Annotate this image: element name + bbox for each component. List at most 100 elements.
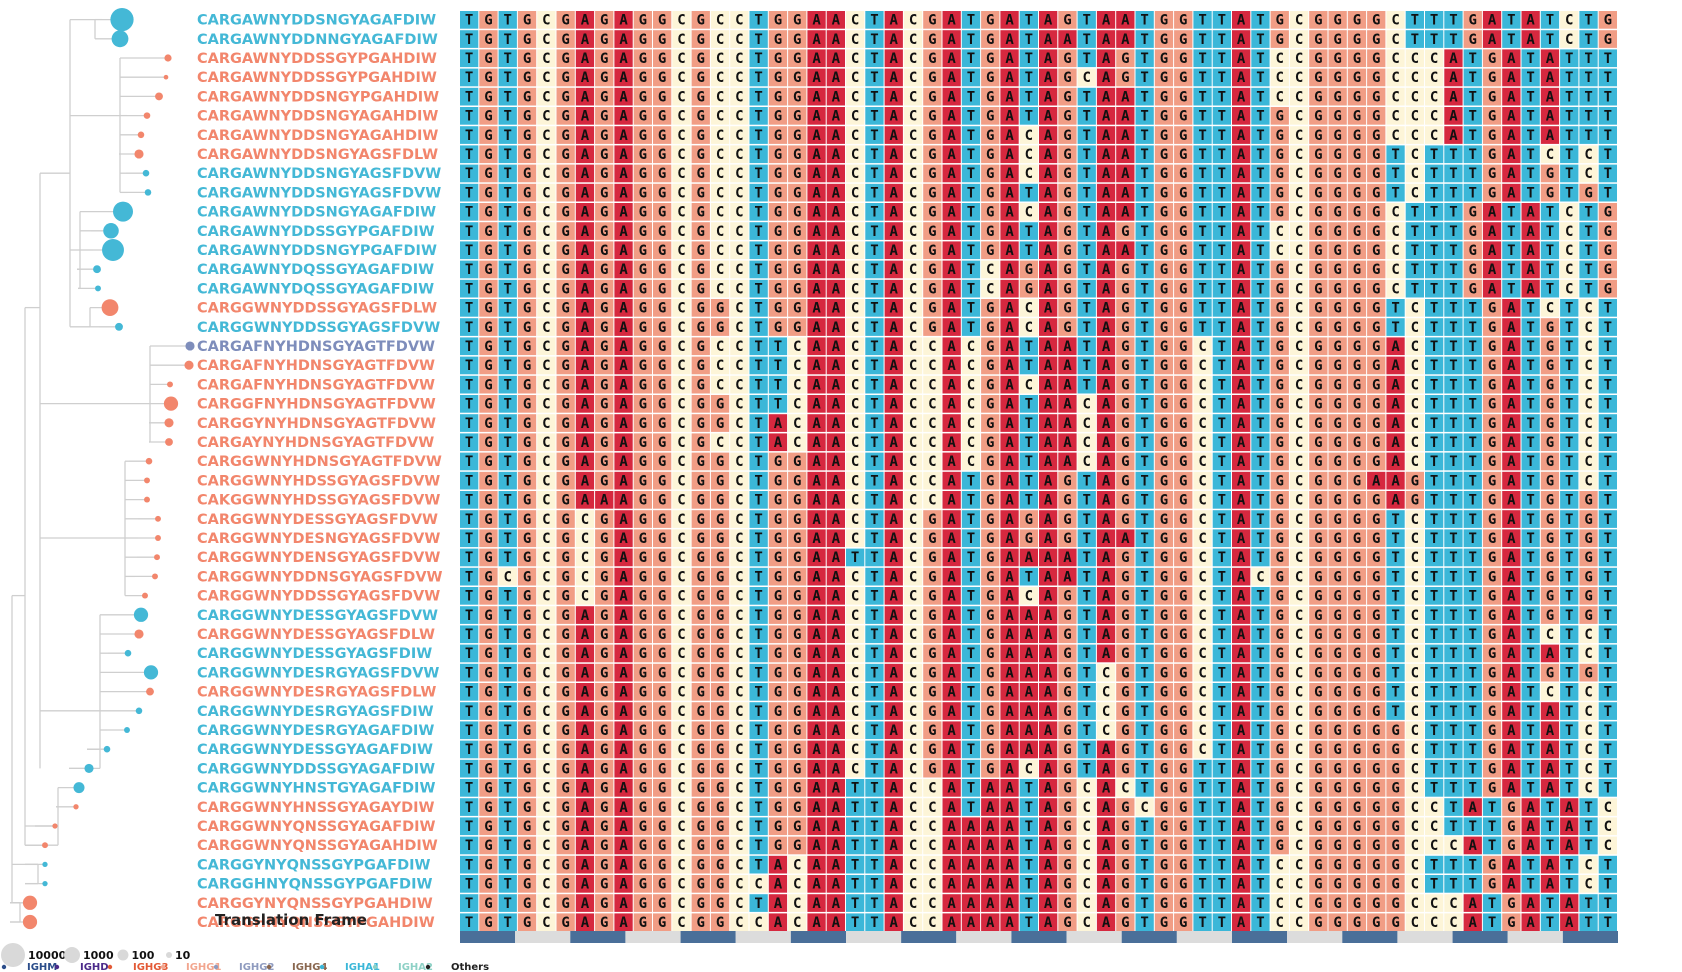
nucleotide-letter: G bbox=[1353, 262, 1361, 278]
nucleotide-letter: G bbox=[986, 147, 994, 163]
nucleotide-letter: G bbox=[1488, 377, 1496, 393]
nucleotide-letter: G bbox=[658, 761, 666, 777]
nucleotide-letter: G bbox=[1314, 377, 1322, 393]
nucleotide-letter: G bbox=[1372, 224, 1380, 240]
nucleotide-letter: C bbox=[1584, 435, 1592, 451]
nucleotide-letter: G bbox=[697, 358, 705, 374]
nucleotide-letter: C bbox=[1295, 416, 1303, 432]
nucleotide-letter: A bbox=[1044, 550, 1053, 566]
nucleotide-letter: T bbox=[754, 761, 762, 777]
nucleotide-letter: T bbox=[465, 51, 473, 67]
nucleotide-letter: C bbox=[1584, 147, 1592, 163]
nucleotide-letter: G bbox=[1160, 89, 1168, 105]
nucleotide-letter: G bbox=[774, 473, 782, 489]
nucleotide-letter: A bbox=[581, 416, 590, 432]
nucleotide-letter: G bbox=[639, 109, 647, 125]
nucleotide-cell bbox=[460, 68, 479, 87]
nucleotide-letter: A bbox=[1044, 723, 1053, 739]
nucleotide-letter: G bbox=[716, 569, 724, 585]
nucleotide-letter: C bbox=[909, 224, 917, 240]
nucleotide-letter: C bbox=[1584, 416, 1592, 432]
nucleotide-letter: A bbox=[1121, 185, 1130, 201]
sequence-label: CARGAWNYDDSNGYPGAHDIW bbox=[197, 89, 439, 105]
nucleotide-letter: T bbox=[1140, 32, 1148, 48]
nucleotide-letter: T bbox=[870, 243, 878, 259]
nucleotide-cell bbox=[846, 87, 865, 106]
nucleotide-letter: T bbox=[1526, 454, 1534, 470]
nucleotide-cell bbox=[1463, 30, 1482, 48]
nucleotide-letter: T bbox=[967, 493, 975, 509]
nucleotide-letter: A bbox=[890, 416, 899, 432]
nucleotide-letter: A bbox=[832, 473, 841, 489]
nucleotide-letter: T bbox=[1025, 32, 1033, 48]
nucleotide-letter: A bbox=[619, 243, 628, 259]
nucleotide-letter: T bbox=[1256, 397, 1264, 413]
nucleotide-letter: A bbox=[619, 550, 628, 566]
nucleotide-letter: G bbox=[1063, 627, 1071, 643]
nucleotide-letter: T bbox=[1083, 742, 1091, 758]
nucleotide-letter: T bbox=[1140, 608, 1148, 624]
nucleotide-letter: G bbox=[1372, 109, 1380, 125]
nucleotide-cell bbox=[1425, 49, 1444, 68]
nucleotide-letter: T bbox=[1584, 243, 1592, 259]
nucleotide-letter: G bbox=[658, 281, 666, 297]
nucleotide-letter: G bbox=[1160, 512, 1168, 528]
nucleotide-letter: T bbox=[465, 454, 473, 470]
nucleotide-letter: T bbox=[1449, 512, 1457, 528]
nucleotide-letter: C bbox=[909, 627, 917, 643]
nucleotide-letter: A bbox=[832, 665, 841, 681]
nucleotide-letter: G bbox=[1276, 262, 1284, 278]
nucleotide-cell bbox=[826, 68, 845, 87]
nucleotide-letter: G bbox=[1584, 569, 1592, 585]
nucleotide-letter: G bbox=[1121, 339, 1129, 355]
nucleotide-cell bbox=[1019, 49, 1038, 68]
nucleotide-letter: A bbox=[581, 70, 590, 86]
nucleotide-letter: G bbox=[484, 89, 492, 105]
nucleotide-letter: C bbox=[1295, 109, 1303, 125]
nucleotide-letter: T bbox=[1140, 397, 1148, 413]
nucleotide-letter: G bbox=[1353, 205, 1361, 221]
nucleotide-letter: T bbox=[1256, 32, 1264, 48]
nucleotide-letter: G bbox=[484, 435, 492, 451]
nucleotide-letter: A bbox=[619, 397, 628, 413]
nucleotide-letter: A bbox=[890, 531, 899, 547]
nucleotide-cell bbox=[1116, 30, 1135, 48]
nucleotide-letter: G bbox=[561, 358, 569, 374]
nucleotide-letter: T bbox=[967, 531, 975, 547]
nucleotide-letter: G bbox=[639, 185, 647, 201]
nucleotide-letter: C bbox=[716, 262, 724, 278]
nucleotide-letter: G bbox=[1488, 704, 1496, 720]
nucleotide-letter: G bbox=[639, 397, 647, 413]
nucleotide-letter: T bbox=[754, 243, 762, 259]
nucleotide-letter: G bbox=[600, 473, 608, 489]
nucleotide-letter: T bbox=[754, 32, 762, 48]
nucleotide-letter: G bbox=[561, 185, 569, 201]
nucleotide-letter: A bbox=[1005, 512, 1014, 528]
nucleotide-letter: G bbox=[658, 646, 666, 662]
clone-node bbox=[154, 554, 160, 561]
nucleotide-cell bbox=[1039, 30, 1058, 48]
nucleotide-letter: G bbox=[1353, 473, 1361, 489]
nucleotide-letter: G bbox=[1372, 589, 1380, 605]
nucleotide-letter: G bbox=[523, 358, 531, 374]
nucleotide-letter: G bbox=[1160, 13, 1168, 29]
nucleotide-letter: C bbox=[1295, 301, 1303, 317]
nucleotide-letter: A bbox=[890, 761, 899, 777]
nucleotide-letter: A bbox=[1005, 742, 1014, 758]
nucleotide-letter: T bbox=[504, 32, 512, 48]
nucleotide-letter: C bbox=[1295, 397, 1303, 413]
sequence-label: CARGAWNYDDSNGYAGAFDIW bbox=[197, 205, 436, 221]
nucleotide-letter: T bbox=[1526, 531, 1534, 547]
nucleotide-letter: C bbox=[735, 704, 743, 720]
nucleotide-letter: T bbox=[1218, 761, 1226, 777]
nucleotide-cell bbox=[1540, 11, 1560, 29]
nucleotide-cell bbox=[1019, 11, 1038, 29]
nucleotide-letter: T bbox=[1526, 665, 1534, 681]
nucleotide-letter: T bbox=[1604, 454, 1612, 470]
nucleotide-letter: T bbox=[1140, 166, 1148, 182]
nucleotide-letter: G bbox=[774, 243, 782, 259]
nucleotide-letter: A bbox=[1102, 262, 1111, 278]
nucleotide-letter: T bbox=[1391, 665, 1399, 681]
nucleotide-letter: T bbox=[1449, 493, 1457, 509]
nucleotide-letter: G bbox=[639, 51, 647, 67]
